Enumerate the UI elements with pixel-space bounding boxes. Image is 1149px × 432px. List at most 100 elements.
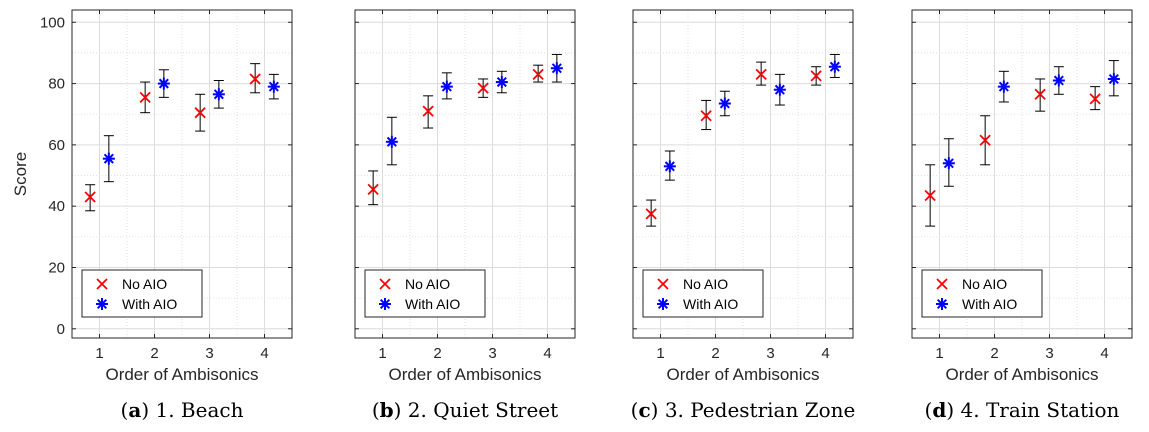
panel-caption: (d) 4. Train Station <box>892 398 1149 422</box>
x-axis-label: Order of Ambisonics <box>666 365 819 384</box>
legend-marker-stroke <box>936 298 948 310</box>
x-tick-label: 4 <box>543 345 551 362</box>
caption-paren: ) <box>141 398 156 422</box>
data-point-stroke <box>496 77 507 88</box>
data-point <box>700 110 712 122</box>
data-point <box>194 107 206 119</box>
caption-paren: ) <box>946 398 961 422</box>
data-point-stroke <box>645 208 657 220</box>
x-tick-label: 3 <box>205 345 213 362</box>
data-point-stroke <box>924 189 936 202</box>
data-point <box>810 70 822 82</box>
data-point-stroke <box>1053 75 1064 86</box>
data-point-stroke <box>268 81 279 92</box>
data-point <box>663 160 676 173</box>
legend-marker-stroke <box>379 278 391 290</box>
data-point-stroke <box>774 84 785 95</box>
data-point <box>942 157 955 170</box>
data-point <box>532 68 544 81</box>
legend-label: No AIO <box>962 276 1007 292</box>
series-with-aio <box>102 69 280 183</box>
legend-label: With AIO <box>683 296 738 312</box>
caption-paren: ( <box>924 398 933 422</box>
legend-marker-stroke <box>96 278 108 290</box>
data-point <box>139 91 151 104</box>
y-tick-label: 80 <box>48 76 65 93</box>
x-tick-label: 2 <box>711 345 719 362</box>
caption-paren: ) <box>650 398 665 422</box>
caption-paren: ( <box>371 398 380 422</box>
legend-label: No AIO <box>683 276 728 292</box>
legend: No AIO With AIO <box>642 269 764 318</box>
data-point-stroke <box>1034 88 1046 100</box>
data-point-stroke <box>829 61 840 72</box>
data-point-stroke <box>422 105 434 117</box>
x-axis-label: Order of Ambisonics <box>388 365 541 384</box>
data-point <box>84 191 96 203</box>
series-no-aio <box>645 61 822 227</box>
legend-marker <box>936 298 948 310</box>
caption-letter: d <box>932 398 947 422</box>
data-point-stroke <box>194 107 206 119</box>
legend-marker-stroke <box>936 278 948 290</box>
data-point <box>495 76 508 89</box>
data-point <box>157 77 170 90</box>
legend-marker-stroke <box>379 298 391 310</box>
legend-marker <box>379 278 391 290</box>
series-no-aio <box>367 64 544 206</box>
data-point-stroke <box>1108 73 1119 84</box>
data-point <box>212 88 225 101</box>
legend-marker <box>96 278 108 290</box>
data-point <box>1089 93 1101 105</box>
legend-marker <box>936 278 948 290</box>
axes-box <box>71 9 293 339</box>
y-tick-label: 60 <box>48 137 65 154</box>
y-tick-label: 100 <box>40 14 65 31</box>
caption-letter: c <box>638 398 651 422</box>
data-point-stroke <box>700 110 712 122</box>
data-point-stroke <box>532 68 544 81</box>
data-point-stroke <box>477 82 489 94</box>
x-tick-label: 2 <box>150 345 158 362</box>
caption-paren: ) <box>393 398 408 422</box>
legend: No AIO With AIO <box>364 269 486 318</box>
caption-letter: a <box>128 398 142 422</box>
data-point <box>102 152 115 165</box>
legend-label: No AIO <box>405 276 450 292</box>
x-tick-label: 1 <box>656 345 664 362</box>
panel-caption: (c) 3. Pedestrian Zone <box>613 398 873 422</box>
data-point <box>755 68 767 81</box>
series-with-aio <box>663 53 841 181</box>
data-point-stroke <box>103 153 114 164</box>
legend-label: With AIO <box>962 296 1017 312</box>
data-point <box>645 208 657 220</box>
data-point <box>440 80 453 93</box>
data-point-stroke <box>719 98 730 109</box>
legend-marker <box>96 298 108 310</box>
data-point-stroke <box>1089 93 1101 105</box>
data-point-stroke <box>158 78 169 89</box>
data-point <box>924 189 936 202</box>
legend-label: No AIO <box>122 276 167 292</box>
caption-text: 3. Pedestrian Zone <box>664 398 856 422</box>
caption-text: 1. Beach <box>155 398 244 422</box>
x-tick-label: 4 <box>260 345 268 362</box>
data-point <box>249 73 261 85</box>
series-with-aio <box>385 53 563 166</box>
series-no-aio <box>84 63 261 212</box>
x-tick-label: 2 <box>433 345 441 362</box>
x-axis-label: Order of Ambisonics <box>105 365 258 384</box>
legend-marker <box>657 298 669 310</box>
legend-label: With AIO <box>122 296 177 312</box>
data-point-stroke <box>249 73 261 85</box>
y-tick-label: 40 <box>48 198 65 215</box>
data-point <box>1052 74 1065 87</box>
data-point <box>1034 88 1046 100</box>
data-point-stroke <box>979 134 991 146</box>
legend-marker-stroke <box>657 278 669 290</box>
caption-text: 2. Quiet Street <box>407 398 559 422</box>
